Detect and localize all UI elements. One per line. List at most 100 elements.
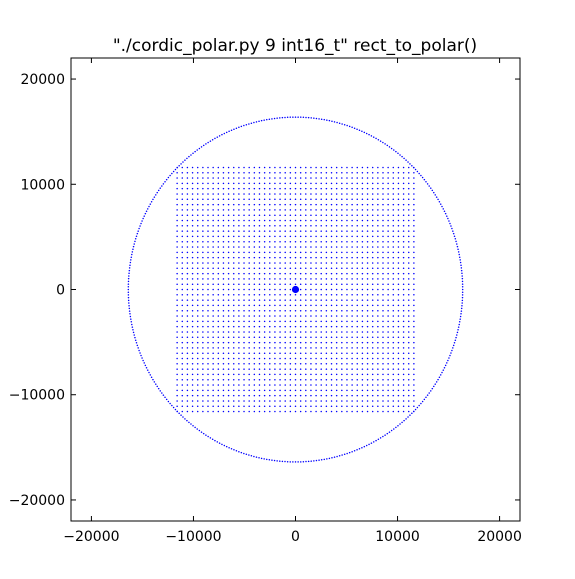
ring-point: [461, 296, 464, 299]
grid-point: [227, 171, 230, 174]
grid-point: [315, 341, 317, 344]
grid-point: [305, 389, 307, 392]
grid-point: [263, 262, 266, 264]
ring-point: [368, 443, 370, 446]
ring-point: [323, 118, 325, 121]
ring-point: [377, 438, 380, 441]
grid-point: [356, 209, 359, 211]
grid-point: [361, 315, 364, 317]
grid-point: [294, 315, 297, 317]
grid-point: [191, 325, 194, 328]
grid-point: [341, 203, 343, 206]
grid-point: [330, 368, 333, 370]
grid-point: [310, 400, 312, 402]
grid-point: [346, 299, 348, 301]
grid-point: [320, 320, 322, 323]
ring-point: [460, 313, 462, 315]
grid-point: [181, 309, 184, 312]
grid-point: [243, 187, 245, 190]
grid-point: [413, 347, 415, 349]
grid-point: [397, 288, 400, 291]
grid-point: [325, 240, 328, 243]
grid-point: [222, 331, 225, 333]
grid-point: [294, 251, 297, 254]
grid-point: [243, 400, 245, 402]
grid-point: [269, 187, 271, 190]
grid-point: [299, 203, 302, 206]
grid-point: [361, 240, 364, 243]
grid-point: [243, 347, 245, 349]
grid-point: [366, 315, 369, 317]
grid-point: [315, 182, 317, 185]
grid-point: [315, 214, 317, 216]
grid-point: [382, 405, 384, 408]
grid-point: [186, 347, 189, 349]
grid-point: [212, 230, 214, 232]
grid-point: [320, 214, 322, 216]
grid-point: [289, 363, 292, 365]
grid-point: [299, 267, 302, 270]
grid-point: [196, 294, 199, 296]
grid-point: [196, 193, 199, 195]
grid-point: [263, 336, 266, 339]
ring-point: [134, 238, 137, 240]
grid-point: [387, 283, 389, 285]
grid-point: [315, 304, 317, 307]
grid-point: [325, 219, 328, 222]
grid-point: [397, 378, 400, 381]
grid-point: [392, 405, 395, 408]
grid-point: [310, 363, 312, 365]
grid-point: [356, 278, 359, 280]
ring-point: [266, 458, 268, 461]
grid-point: [181, 267, 184, 270]
grid-point: [341, 336, 343, 339]
grid-point: [315, 219, 317, 222]
grid-point: [366, 400, 369, 402]
grid-point: [196, 198, 199, 201]
grid-point: [366, 177, 369, 179]
grid-point: [413, 378, 415, 381]
grid-point: [258, 410, 261, 413]
grid-point: [397, 235, 400, 238]
grid-point: [289, 182, 292, 185]
ring-point: [365, 132, 368, 135]
grid-point: [402, 304, 405, 307]
grid-point: [217, 384, 220, 386]
grid-point: [387, 363, 389, 365]
grid-point: [248, 394, 250, 397]
grid-point: [392, 214, 395, 216]
grid-point: [263, 299, 266, 301]
grid-point: [325, 309, 328, 312]
grid-point: [299, 278, 302, 280]
grid-point: [325, 225, 328, 227]
grid-point: [269, 357, 271, 360]
grid-point: [238, 166, 240, 169]
grid-point: [371, 405, 374, 408]
grid-point: [212, 278, 214, 280]
grid-point: [387, 225, 389, 227]
grid-point: [377, 171, 379, 174]
grid-point: [382, 198, 384, 201]
grid-point: [186, 368, 189, 370]
grid-point: [243, 405, 245, 408]
ring-point: [161, 392, 163, 394]
grid-point: [356, 389, 359, 392]
grid-point: [346, 209, 348, 211]
grid-point: [361, 177, 364, 179]
ring-point: [453, 235, 456, 237]
grid-point: [361, 166, 364, 169]
grid-point: [196, 363, 199, 365]
grid-point: [263, 320, 266, 323]
grid-point: [294, 171, 297, 174]
grid-point: [181, 230, 184, 232]
grid-point: [222, 405, 225, 408]
grid-point: [361, 251, 364, 254]
grid-point: [258, 283, 261, 285]
grid-point: [232, 198, 235, 201]
grid-point: [248, 352, 250, 354]
ring-point: [214, 137, 216, 140]
ring-point: [363, 445, 366, 448]
grid-point: [258, 177, 261, 179]
grid-point: [248, 309, 250, 312]
grid-point: [217, 405, 220, 408]
